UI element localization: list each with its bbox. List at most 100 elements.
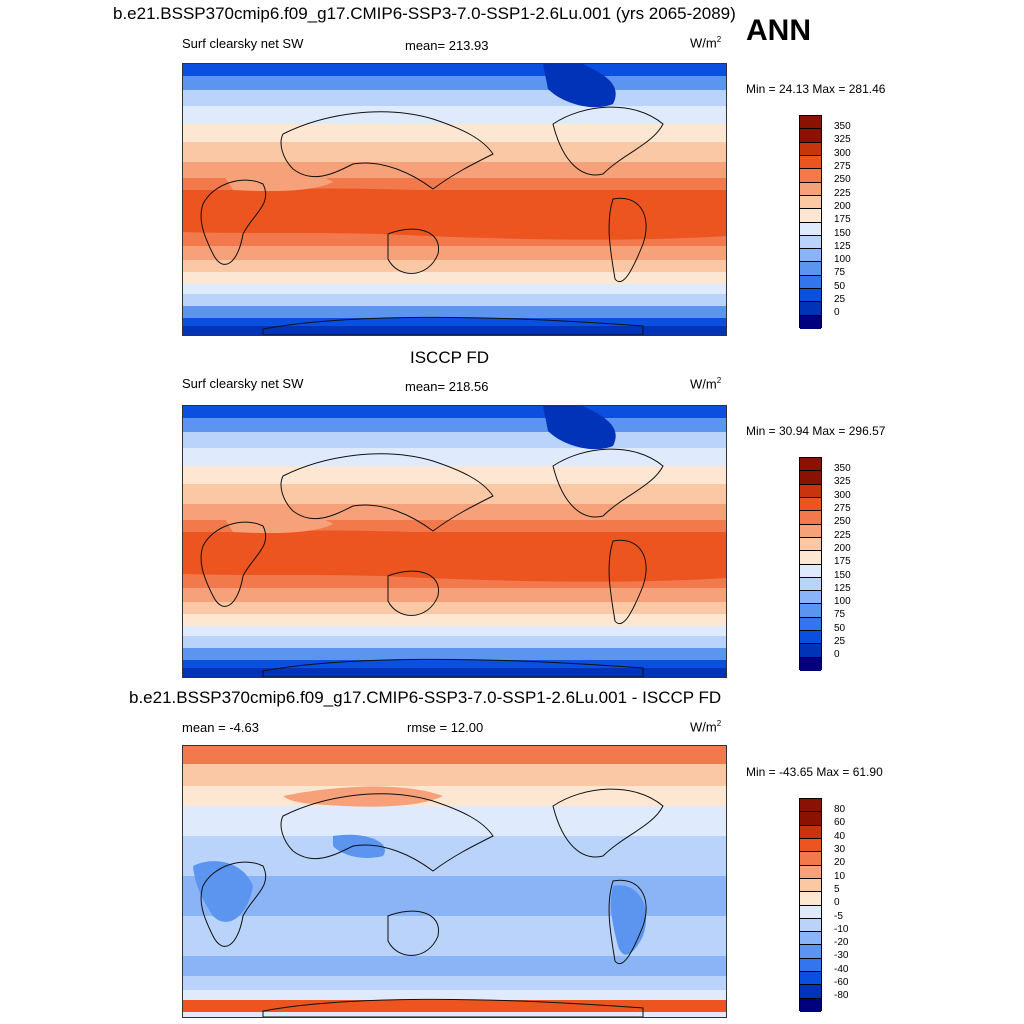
colorbar-swatch xyxy=(800,932,821,946)
colorbar-tick-label: 325 xyxy=(834,134,851,146)
colorbar-tick-label: 150 xyxy=(834,569,851,581)
field-band xyxy=(183,432,726,448)
panel3-mean: mean = -4.63 xyxy=(182,720,259,735)
colorbar-swatch xyxy=(800,657,821,671)
colorbar-tick-label: 300 xyxy=(834,489,851,501)
antarctic-low xyxy=(183,326,726,335)
colorbar-swatch xyxy=(800,142,821,156)
coastline xyxy=(280,453,494,532)
colorbar-swatch xyxy=(800,918,821,933)
coastline xyxy=(552,448,664,518)
colorbar-tick-label: 225 xyxy=(834,187,851,199)
field-band xyxy=(183,746,726,764)
colorbar-swatch xyxy=(800,315,821,329)
panel3-minmax: Min = -43.65 Max = 61.90 xyxy=(746,765,883,779)
colorbar-swatch xyxy=(800,591,821,605)
colorbar-swatch xyxy=(800,825,821,839)
colorbar-swatch xyxy=(800,275,821,290)
colorbar-swatch xyxy=(800,129,821,143)
subtropic-band xyxy=(223,510,333,534)
coastline xyxy=(608,879,647,964)
colorbar-tick-label: 75 xyxy=(834,609,846,621)
field-band xyxy=(183,636,726,648)
field-band xyxy=(183,588,726,602)
colorbar-swatch xyxy=(800,972,821,986)
field-band xyxy=(183,246,726,260)
colorbar-swatch xyxy=(800,945,821,959)
colorbar-tick-label: 175 xyxy=(834,214,851,226)
colorbar-tick-label: 175 xyxy=(834,556,851,568)
greenland-low xyxy=(543,64,616,108)
tropical-maximum xyxy=(183,188,726,240)
colorbar-swatch xyxy=(800,537,821,552)
colorbar-tick-label: 50 xyxy=(834,280,846,292)
colorbar-swatch xyxy=(800,892,821,906)
coastline xyxy=(608,539,647,624)
colorbar-tick-label: 0 xyxy=(834,307,840,319)
subtropic-band xyxy=(223,168,333,192)
panel3-colorbar xyxy=(799,798,822,1012)
colorbar-tick-label: 275 xyxy=(834,502,851,514)
field-band xyxy=(183,260,726,272)
colorbar-swatch xyxy=(800,985,821,999)
colorbar-swatch xyxy=(800,998,821,1012)
panel1-map-svg xyxy=(183,64,726,335)
panel2-map-svg xyxy=(183,406,726,677)
colorbar-tick-label: 50 xyxy=(834,622,846,634)
field-band xyxy=(183,976,726,990)
panel2-minmax: Min = 30.94 Max = 296.57 xyxy=(746,424,886,438)
field-band xyxy=(183,124,726,142)
field-band xyxy=(183,448,726,466)
field-band xyxy=(183,648,726,660)
panel1-variable: Surf clearsky net SW xyxy=(182,36,304,51)
season-label: ANN xyxy=(746,14,811,47)
colorbar-tick-label: 125 xyxy=(834,582,851,594)
colorbar-swatch xyxy=(800,497,821,512)
field-band xyxy=(183,990,726,1000)
coastline xyxy=(262,316,644,335)
colorbar-tick-label: 60 xyxy=(834,817,846,829)
south-america-negative xyxy=(610,885,647,955)
field-band xyxy=(183,284,726,294)
colorbar-swatch xyxy=(800,249,821,263)
field-band xyxy=(183,602,726,614)
field-band xyxy=(183,786,726,806)
colorbar-tick-label: -5 xyxy=(834,910,843,922)
colorbar-tick-label: -60 xyxy=(834,977,849,989)
colorbar-swatch xyxy=(800,289,821,303)
colorbar-tick-label: 0 xyxy=(834,649,840,661)
colorbar-tick-label: 0 xyxy=(834,897,840,909)
colorbar-tick-label: 25 xyxy=(834,636,846,648)
india-negative xyxy=(333,834,385,858)
field-band xyxy=(183,614,726,626)
panel1-mean: mean= 213.93 xyxy=(405,38,489,53)
colorbar-tick-label: 300 xyxy=(834,147,851,159)
panel2-colorbar xyxy=(799,457,822,671)
colorbar-swatch xyxy=(800,604,821,618)
field-band xyxy=(183,318,726,326)
colorbar-swatch xyxy=(800,617,821,632)
colorbar-tick-label: 350 xyxy=(834,121,851,132)
panel3-units: W/m2 xyxy=(690,719,722,735)
colorbar-swatch xyxy=(800,511,821,525)
coastline xyxy=(387,570,439,616)
colorbar-tick-label: 250 xyxy=(834,174,851,186)
colorbar-tick-label: 25 xyxy=(834,294,846,306)
antarctic-low xyxy=(183,668,726,677)
colorbar-swatch xyxy=(800,577,821,592)
field-band xyxy=(183,64,726,76)
colorbar-swatch xyxy=(800,524,821,538)
panel1-map xyxy=(182,63,727,336)
colorbar-swatch xyxy=(800,116,821,130)
coastline xyxy=(387,228,439,274)
colorbar-swatch xyxy=(800,838,821,853)
colorbar-tick-label: 275 xyxy=(834,160,851,172)
colorbar-tick-label: 125 xyxy=(834,240,851,252)
field-band xyxy=(183,106,726,124)
colorbar-swatch xyxy=(800,812,821,826)
colorbar-swatch xyxy=(800,458,821,472)
field-band xyxy=(183,272,726,284)
colorbar-swatch xyxy=(800,222,821,236)
field-band xyxy=(183,626,726,636)
colorbar-tick-label: 80 xyxy=(834,804,846,815)
